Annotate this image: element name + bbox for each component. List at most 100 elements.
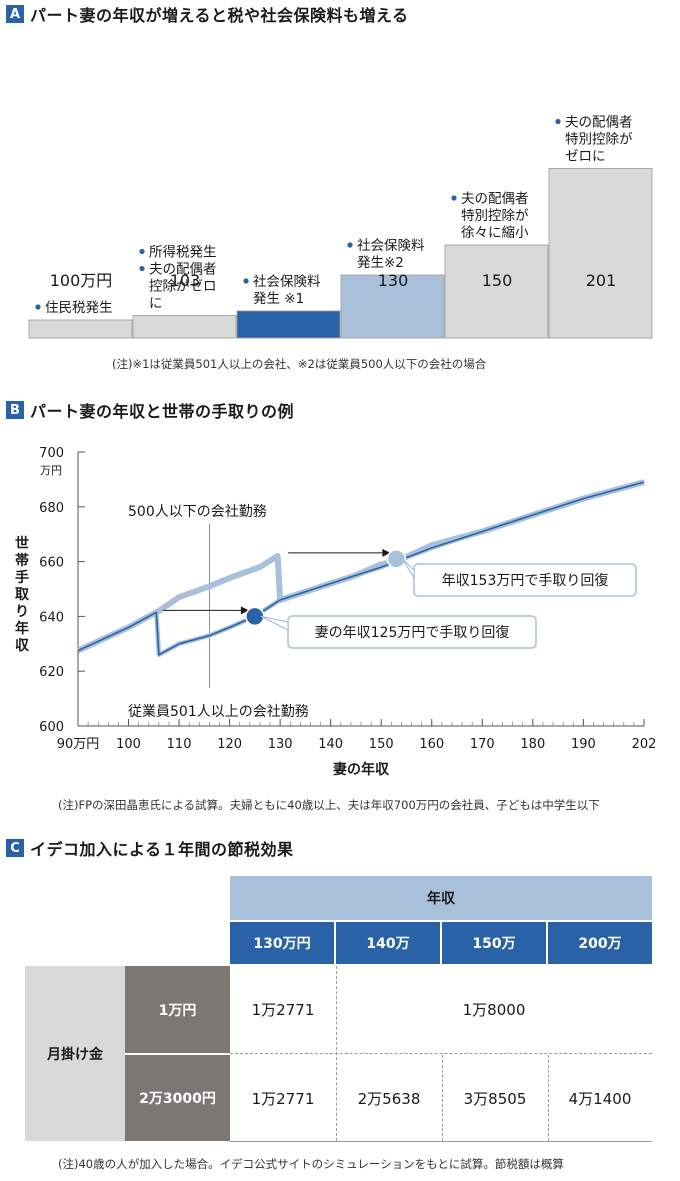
x-tick-label: 140 xyxy=(318,737,343,752)
table-col-header: 150万 xyxy=(442,922,546,964)
table-cell: 3万8505 xyxy=(463,1089,527,1108)
x-axis-title: 妻の年収 xyxy=(333,761,390,778)
bar-annotation: ゼロに xyxy=(565,149,606,165)
bar-annotation: 夫の配偶者 xyxy=(461,191,529,207)
bar-annotation: 控除がゼロ xyxy=(149,279,217,295)
callout-pointer xyxy=(401,558,415,581)
callout-box xyxy=(413,563,637,597)
section-b-title: B パート妻の年収と世帯の手取りの例 xyxy=(6,398,294,422)
x-tick-label: 160 xyxy=(419,737,444,752)
y-axis-title-char: 取 xyxy=(15,587,30,603)
bar-annotation: 発生※2 xyxy=(357,255,404,271)
y-tick-label: 620 xyxy=(39,665,64,680)
bar-1 xyxy=(132,315,237,339)
section-c-heading: イデコ加入による１年間の節税効果 xyxy=(30,840,294,859)
bar-annotation: 所得税発生 xyxy=(149,244,217,261)
section-a-title: A パート妻の年収が増えると税や社会保険料も増える xyxy=(6,2,409,26)
bullet-dot xyxy=(139,248,145,255)
callout-text: 年収153万円で手取り回復 xyxy=(442,572,609,589)
section-b-heading: パート妻の年収と世帯の手取りの例 xyxy=(30,402,295,421)
y-tick-label: 640 xyxy=(39,610,64,625)
bar-value-label: 106 xyxy=(272,271,305,290)
table-cell: 1万8000 xyxy=(462,1001,526,1019)
bar-value-label: 150 xyxy=(482,271,513,290)
x-tick-label: 130 xyxy=(268,737,293,752)
recovery-marker xyxy=(386,549,407,569)
y-axis-title-char: 手 xyxy=(15,569,29,586)
table-divider xyxy=(336,966,337,1141)
bar-value-label: 103 xyxy=(170,271,201,290)
series-label: 500人以下の会社勤務 xyxy=(128,504,267,520)
bullet-dot xyxy=(243,278,249,284)
bullet-dot xyxy=(35,304,41,310)
bar-0 xyxy=(28,319,133,339)
y-tick-label: 680 xyxy=(39,501,64,516)
bar-3 xyxy=(340,274,445,339)
series-label: 従業員501人以上の会社勤務 xyxy=(128,704,309,720)
bar-5 xyxy=(548,168,653,339)
table-cell: 1万2771 xyxy=(251,1001,315,1019)
bar-annotation: 夫の配偶者 xyxy=(565,115,633,131)
section-b-note: (注)FPの深田晶恵氏による試算。夫婦ともに40歳以上、夫は年収700万円の会社… xyxy=(58,798,600,812)
table-row-group: 月掛け金 xyxy=(25,966,125,1141)
x-tick-label: 110 xyxy=(167,737,192,752)
x-tick-label: 202 xyxy=(632,737,657,752)
bar-2 xyxy=(236,310,341,339)
x-tick-label: 90万円 xyxy=(57,737,100,752)
table-divider xyxy=(230,1053,652,1054)
section-c-note: (注)40歳の人が加入した場合。イデコ公式サイトのシミュレーションをもとに試算。… xyxy=(58,1157,564,1171)
table-row-label: 2万3000円 xyxy=(125,1055,230,1141)
table-col-header: 140万 xyxy=(336,922,440,964)
x-tick-label: 100 xyxy=(116,737,141,752)
table-row-label: 1万円 xyxy=(125,966,230,1053)
section-a-note: (注)※1は従業員501人以上の会社、※2は従業員500人以下の会社の場合 xyxy=(112,357,487,371)
marker-arrow-head xyxy=(240,606,249,615)
section-a-badge: A xyxy=(6,5,24,23)
bar-annotation: に xyxy=(149,296,163,312)
y-axis-title-char: 収 xyxy=(15,637,30,654)
table-col-header: 200万 xyxy=(548,922,652,964)
table-divider xyxy=(230,1141,652,1142)
bar-value-label: 201 xyxy=(586,271,617,290)
section-c-title: C イデコ加入による１年間の節税効果 xyxy=(6,836,294,860)
line-chart: 90万円 100 110 120 130 140 150 160 170 180 190 202 600… xyxy=(15,446,657,778)
series-line-1 xyxy=(77,481,645,656)
table-cell: 2万5638 xyxy=(357,1089,421,1108)
table-cell: 1万2771 xyxy=(251,1089,315,1108)
y-unit-label: 万円 xyxy=(40,464,62,477)
table-cell: 4万1400 xyxy=(568,1089,632,1108)
y-tick-label: 600 xyxy=(39,720,64,735)
bar-4 xyxy=(444,244,549,339)
recovery-marker xyxy=(245,606,265,627)
y-tick-label: 660 xyxy=(39,556,64,571)
callout-pointer xyxy=(260,615,289,631)
bullet-dot xyxy=(347,242,353,248)
bullet-dot xyxy=(451,195,457,201)
section-a-heading: パート妻の年収が増えると税や社会保険料も増える xyxy=(30,6,409,25)
callout-box xyxy=(287,615,537,649)
bar-annotation: 社会保険料 xyxy=(357,238,425,254)
x-tick-label: 180 xyxy=(520,737,545,752)
bullet-dot xyxy=(555,118,561,125)
x-tick-label: 170 xyxy=(470,737,495,752)
section-c-badge: C xyxy=(6,839,24,857)
bar-annotation: 特別控除が xyxy=(565,132,633,148)
y-axis-title-char: 世 xyxy=(15,535,29,552)
x-tick-label: 190 xyxy=(571,737,596,752)
x-tick-label: 120 xyxy=(217,737,242,752)
bullet-dot xyxy=(139,265,145,272)
bar-annotation: 社会保険料 xyxy=(253,274,321,290)
y-axis-title-char: 帯 xyxy=(15,552,29,569)
table-header-group: 年収 xyxy=(230,876,652,920)
bar-annotation: 発生 ※1 xyxy=(253,291,304,307)
section-b-badge: B xyxy=(6,401,24,419)
callout-text: 妻の年収125万円で手取り回復 xyxy=(315,624,510,641)
table-divider xyxy=(548,1055,549,1141)
bar-value-label: 100万円 xyxy=(50,271,113,290)
y-axis-title-char: 年 xyxy=(15,620,29,637)
bar-annotation: 夫の配偶者 xyxy=(149,262,217,278)
table-divider xyxy=(442,1055,443,1141)
x-tick-label: 150 xyxy=(369,737,394,752)
y-axis-title-char: り xyxy=(15,604,29,620)
